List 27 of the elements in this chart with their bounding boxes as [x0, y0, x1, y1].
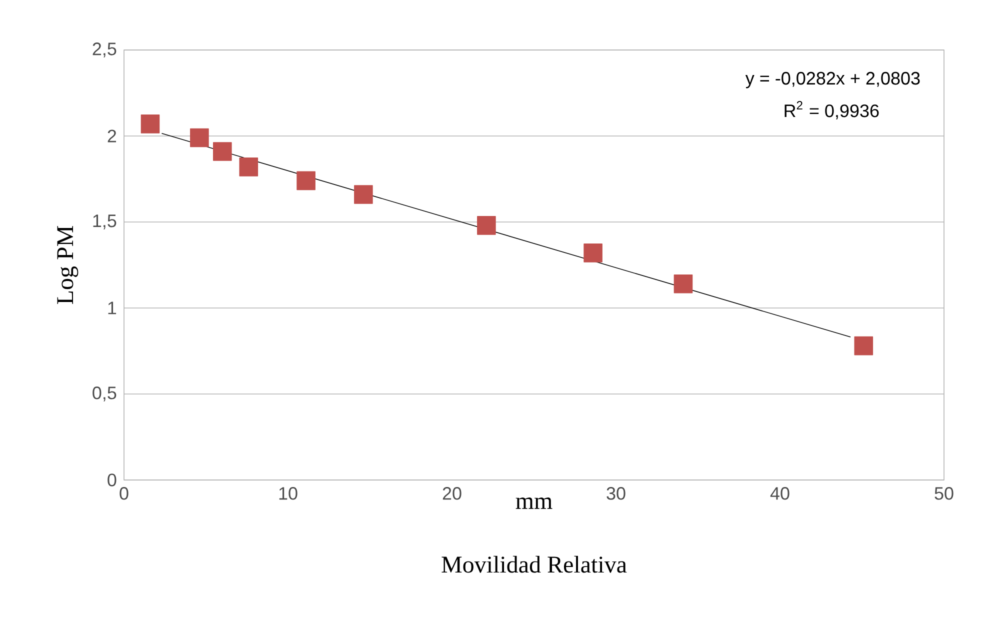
y-tick-label: 0: [108, 474, 116, 486]
x-tick-label: 0: [120, 487, 128, 500]
x-tick-label: 30: [606, 487, 626, 500]
annotation: R$^{2}$ = 0,9936: [784, 101, 879, 120]
point: [477, 216, 496, 235]
y-tick-label: 1,5: [93, 214, 116, 230]
point: [296, 171, 316, 190]
x-tick-label: 50: [934, 487, 954, 500]
x-tick-label: 10: [279, 487, 298, 500]
text: Movilidad Relativa: [442, 556, 627, 573]
point: [239, 158, 258, 176]
point: [854, 336, 874, 356]
y-tick-label: 2: [108, 130, 116, 142]
annotation: y = -0,0282x + 2,0803: [745, 72, 920, 88]
y-axis-title: Log PM: [57, 226, 78, 304]
x-axis-title: mm: [516, 498, 552, 509]
point: [140, 114, 160, 134]
point: [674, 274, 693, 294]
point: [584, 244, 602, 262]
y-tick-label: 0,5: [92, 386, 116, 402]
y-tick-label: 2,5: [92, 42, 116, 58]
y-tick-label: 1: [108, 302, 116, 314]
point: [190, 128, 209, 148]
point: [213, 142, 232, 161]
x-tick-label: 20: [442, 487, 462, 500]
x-tick-label: 40: [770, 487, 790, 500]
point: [354, 185, 373, 204]
